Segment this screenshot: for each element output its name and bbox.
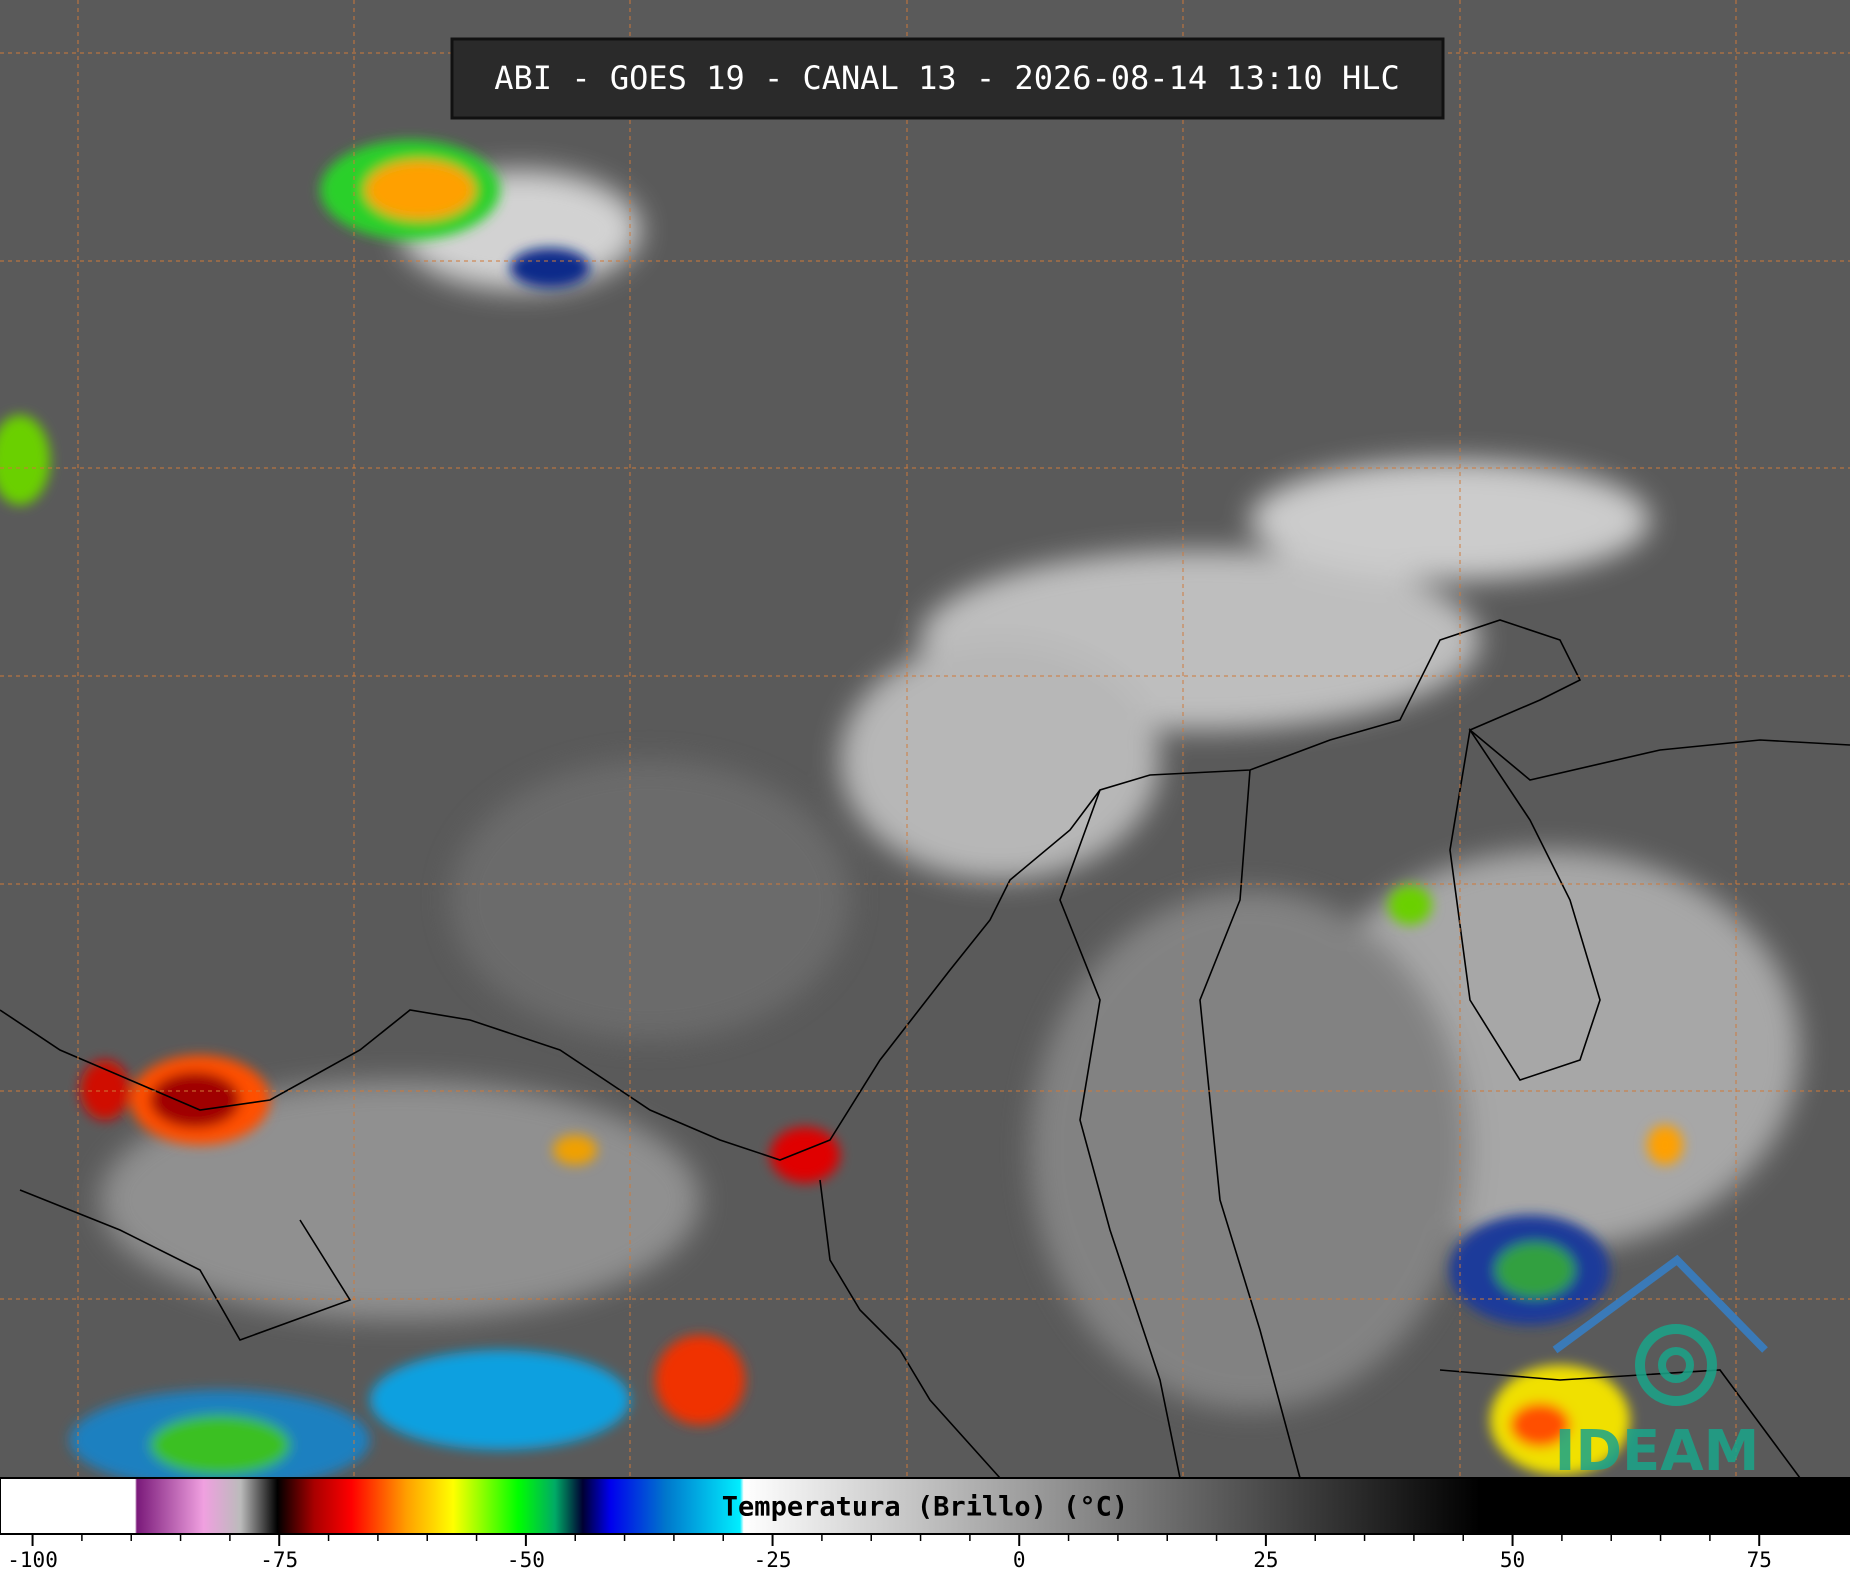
tick-label: 50 xyxy=(1500,1548,1525,1572)
tick-label: -75 xyxy=(260,1548,298,1572)
logo: IDEAM xyxy=(1552,1254,1768,1484)
satellite-image xyxy=(0,0,1850,1490)
coastlines xyxy=(0,619,1850,1479)
colorbar-label: Temperatura (Brillo) (°C) xyxy=(722,1492,1128,1523)
title: ABI - GOES 19 - CANAL 13 - 2026-08-14 13… xyxy=(494,59,1399,97)
title-box: ABI - GOES 19 - CANAL 13 - 2026-08-14 13… xyxy=(450,37,1445,120)
tick-label: -100 xyxy=(7,1548,58,1572)
tick-label: 25 xyxy=(1253,1548,1278,1572)
tick-label: -25 xyxy=(754,1548,792,1572)
tick-label: -50 xyxy=(507,1548,545,1572)
colorbar: Temperatura (Brillo) (°C) -100 -75 -50 -25 0… xyxy=(0,1477,1850,1572)
tick-label: 75 xyxy=(1747,1548,1772,1572)
tick-label: 0 xyxy=(1013,1548,1026,1572)
logo-text: IDEAM xyxy=(1555,1419,1760,1484)
graticule xyxy=(0,0,1850,1478)
